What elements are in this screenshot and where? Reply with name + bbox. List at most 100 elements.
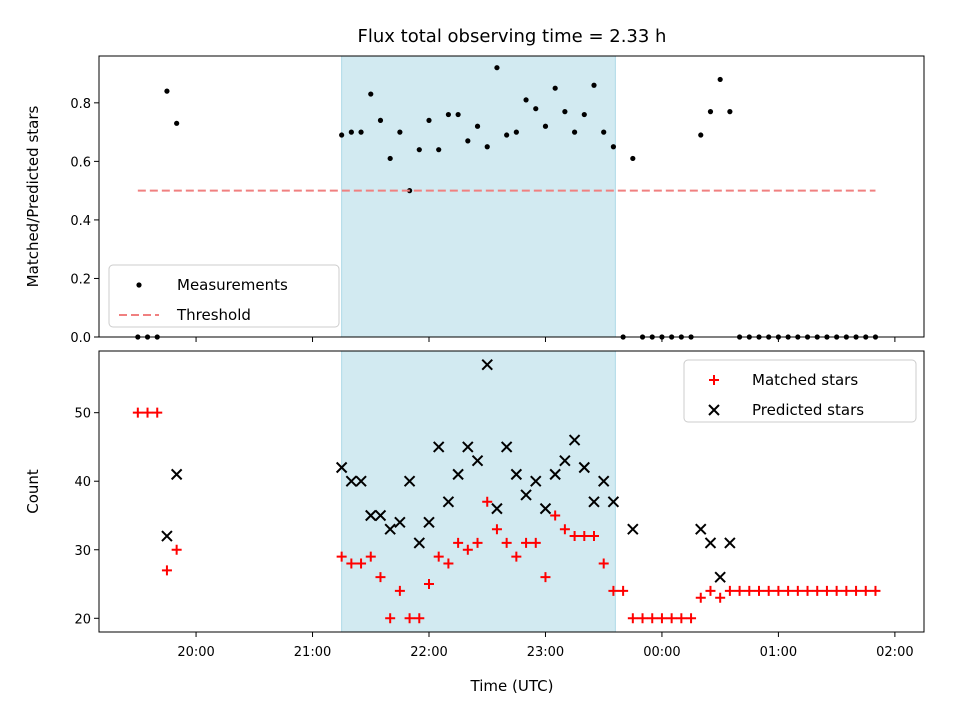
x-tick-label: 02:00: [876, 645, 913, 660]
data-point: [724, 537, 736, 549]
data-point: [530, 475, 542, 487]
data-point: [841, 585, 852, 596]
data-point: [724, 585, 735, 596]
data-point: [637, 613, 648, 624]
y-tick-label: 0.6: [70, 155, 91, 170]
data-point: [355, 475, 367, 487]
data-point: [432, 441, 445, 453]
data-point: [501, 537, 512, 548]
data-point: [170, 468, 183, 481]
data-point: [404, 613, 415, 624]
data-point: [656, 613, 667, 624]
data-point: [453, 537, 464, 548]
data-point: [568, 434, 581, 446]
data-point: [471, 454, 484, 467]
y-tick-label: 30: [74, 544, 91, 559]
data-point: [734, 585, 745, 596]
data-point: [474, 123, 481, 129]
data-point: [763, 585, 774, 596]
data-point: [161, 565, 172, 576]
x-tick-label: 20:00: [177, 645, 214, 660]
data-point: [504, 132, 510, 138]
data-point: [142, 407, 153, 418]
data-point: [484, 144, 490, 150]
data-point: [481, 358, 493, 371]
data-point: [597, 475, 610, 487]
y-tick-label: 0.0: [70, 331, 91, 346]
data-point: [397, 129, 403, 135]
data-point: [870, 585, 881, 596]
data-point: [510, 468, 523, 481]
data-point: [365, 509, 377, 522]
legend-swatch: [136, 282, 142, 288]
data-point: [452, 468, 464, 481]
data-point: [462, 441, 474, 453]
data-point: [530, 537, 541, 548]
legend-label: Threshold: [176, 306, 251, 324]
data-point: [588, 496, 600, 508]
legend-box: [108, 264, 340, 328]
data-point: [436, 147, 442, 153]
data-point: [462, 544, 473, 555]
data-point: [346, 558, 357, 569]
data-point: [416, 147, 422, 153]
x-tick-label: 23:00: [527, 645, 564, 660]
data-point: [773, 585, 784, 596]
data-point: [171, 544, 182, 555]
data-point: [424, 579, 434, 590]
legend-label: Matched stars: [752, 371, 858, 389]
data-point: [375, 572, 386, 583]
data-point: [414, 613, 425, 624]
legend: Matched stars Predicted stars: [683, 359, 917, 423]
plot-frame: [98, 350, 925, 633]
data-point: [860, 585, 871, 596]
data-point: [387, 155, 393, 162]
data-point: [345, 475, 358, 487]
y-axis-label: Count: [24, 469, 42, 514]
data-point: [377, 117, 384, 123]
chart-title: Flux total observing time = 2.33 h: [358, 26, 667, 47]
legend-swatch: [709, 375, 719, 385]
data-point: [792, 585, 803, 596]
observing-window-shade: [341, 350, 616, 633]
data-point: [676, 613, 687, 624]
data-point: [601, 129, 607, 135]
data-point: [562, 109, 568, 115]
data-point: [368, 91, 374, 97]
legend-box: [683, 359, 917, 423]
data-point: [627, 613, 638, 624]
data-point: [569, 531, 580, 542]
data-point: [413, 537, 426, 549]
top-panel: 0.0 0.2 0.4 0.6 0.8 Matched/Predicted stars Me…: [24, 55, 925, 346]
data-point: [608, 585, 619, 596]
data-point: [598, 558, 609, 569]
data-point: [511, 551, 522, 562]
y-tick-label: 50: [74, 407, 91, 422]
data-point: [465, 138, 471, 144]
data-point: [520, 489, 532, 501]
data-point: [647, 613, 658, 624]
data-point: [442, 496, 455, 508]
data-point: [627, 523, 639, 535]
data-point: [491, 502, 503, 515]
y-tick-label: 40: [74, 475, 91, 490]
legend-label: Measurements: [177, 276, 288, 294]
data-point: [812, 585, 823, 596]
data-point: [445, 111, 452, 118]
data-point: [348, 129, 354, 135]
x-tick-label: 00:00: [643, 645, 680, 660]
data-point: [744, 585, 755, 596]
data-point: [727, 109, 733, 115]
data-point: [550, 510, 561, 521]
y-tick-label: 0.2: [70, 272, 91, 287]
data-point: [666, 613, 677, 624]
data-point: [385, 613, 396, 624]
data-point: [494, 65, 500, 71]
data-point: [472, 537, 483, 548]
data-point: [707, 109, 714, 115]
data-point: [715, 592, 726, 603]
data-point: [552, 85, 558, 91]
data-point: [443, 558, 454, 569]
data-point: [539, 502, 552, 515]
data-point: [714, 571, 726, 583]
